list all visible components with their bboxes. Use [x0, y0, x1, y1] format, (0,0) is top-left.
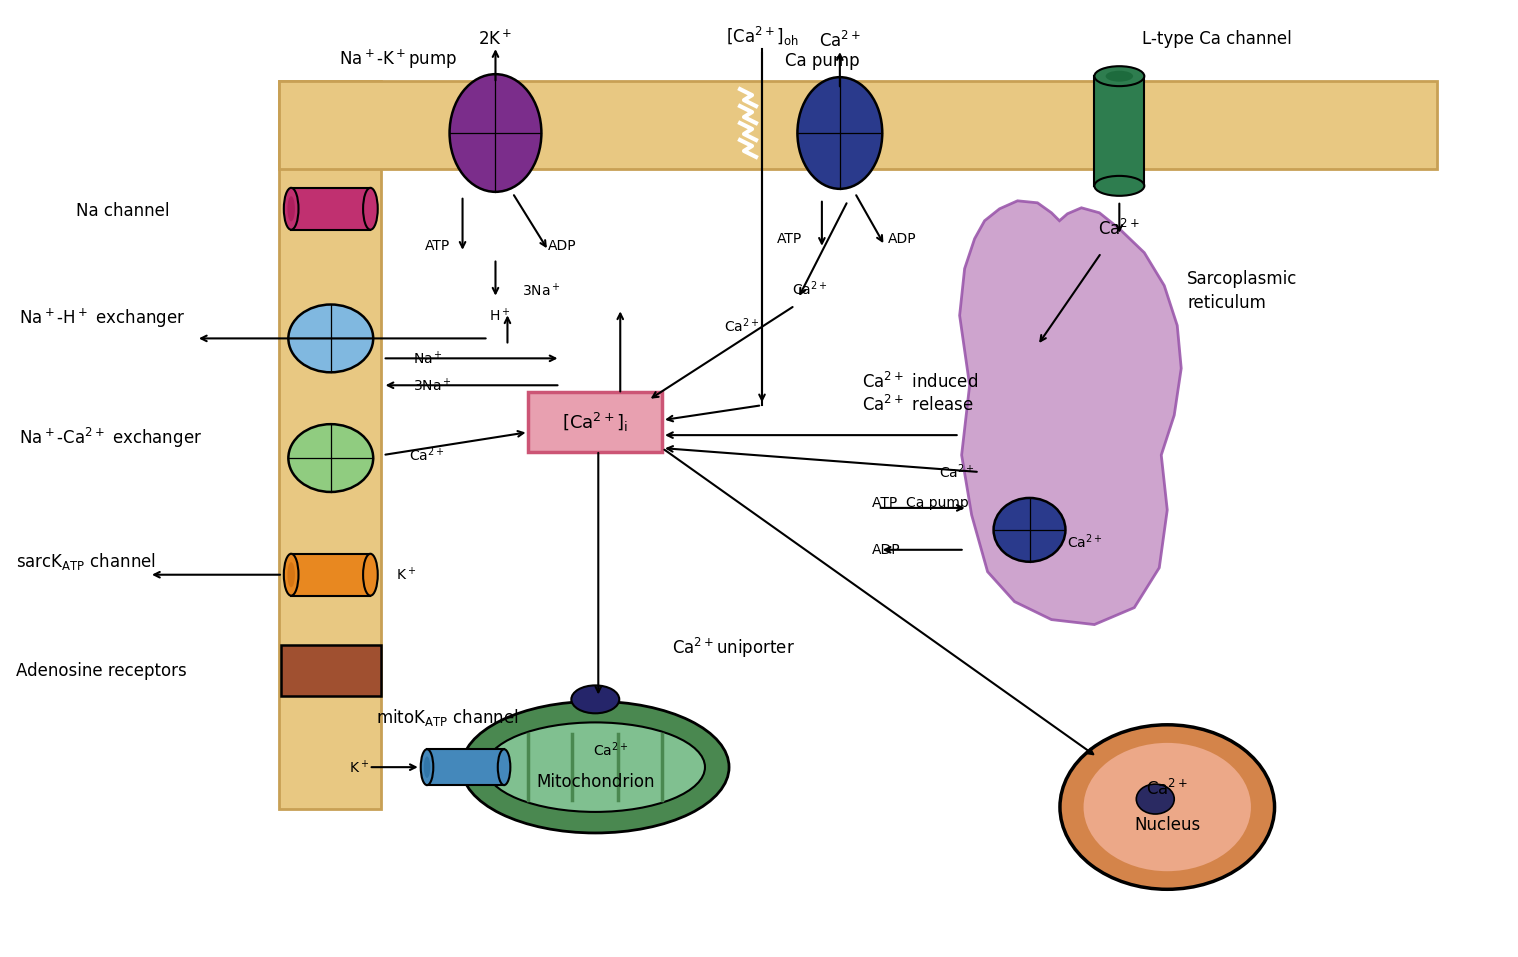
Text: Ca$^{2+}$ induced: Ca$^{2+}$ induced — [862, 372, 978, 392]
Text: Ca$^{2+}$uniporter: Ca$^{2+}$uniporter — [672, 635, 795, 659]
Text: Ca$^{2+}$: Ca$^{2+}$ — [818, 32, 861, 52]
Ellipse shape — [424, 756, 430, 778]
Text: Na$^+$-K$^+$pump: Na$^+$-K$^+$pump — [340, 48, 458, 71]
Text: ATP: ATP — [777, 232, 802, 246]
Text: K$^+$: K$^+$ — [396, 567, 416, 584]
FancyBboxPatch shape — [528, 392, 662, 452]
Text: mitoK$_{\rm ATP}$ channel: mitoK$_{\rm ATP}$ channel — [375, 707, 519, 728]
Ellipse shape — [498, 749, 510, 785]
Text: Na$^+$-H$^+$ exchanger: Na$^+$-H$^+$ exchanger — [20, 307, 185, 330]
Text: Ca$^{2+}$: Ca$^{2+}$ — [1067, 532, 1104, 551]
Text: H$^+$: H$^+$ — [489, 307, 510, 324]
Ellipse shape — [284, 554, 299, 595]
Bar — [291, 188, 370, 230]
Ellipse shape — [1060, 724, 1275, 889]
Ellipse shape — [486, 723, 704, 812]
Text: ADP: ADP — [871, 543, 900, 557]
Ellipse shape — [288, 304, 373, 372]
Ellipse shape — [994, 498, 1066, 562]
Text: 3Na$^+$: 3Na$^+$ — [413, 377, 451, 394]
Ellipse shape — [1105, 71, 1132, 81]
Text: K$^+$: K$^+$ — [349, 759, 369, 776]
Ellipse shape — [449, 75, 542, 191]
Text: ADP: ADP — [548, 238, 577, 253]
Text: Ca pump: Ca pump — [785, 53, 859, 70]
Ellipse shape — [420, 749, 433, 785]
Ellipse shape — [571, 685, 619, 713]
Text: sarcK$_{\rm ATP}$ channel: sarcK$_{\rm ATP}$ channel — [17, 551, 156, 572]
Text: Ca$^{2+}$: Ca$^{2+}$ — [1146, 779, 1189, 799]
Bar — [291, 554, 370, 595]
Text: Adenosine receptors: Adenosine receptors — [17, 662, 187, 680]
Text: Ca$^{2+}$: Ca$^{2+}$ — [940, 463, 975, 481]
Ellipse shape — [287, 562, 294, 588]
Bar — [1094, 77, 1145, 186]
Text: Sarcoplasmic: Sarcoplasmic — [1187, 270, 1298, 288]
Text: ADP: ADP — [888, 232, 917, 246]
Text: [Ca$^{2+}$]$_{\rm i}$: [Ca$^{2+}$]$_{\rm i}$ — [562, 411, 628, 434]
Ellipse shape — [287, 196, 294, 221]
Bar — [281, 644, 381, 697]
Bar — [279, 81, 381, 809]
Text: 2K$^+$: 2K$^+$ — [478, 30, 513, 49]
Text: Na channel: Na channel — [76, 202, 170, 220]
Ellipse shape — [288, 424, 373, 492]
Ellipse shape — [284, 188, 299, 230]
Text: reticulum: reticulum — [1187, 294, 1266, 312]
Ellipse shape — [1094, 66, 1145, 86]
Ellipse shape — [363, 188, 378, 230]
Ellipse shape — [1084, 743, 1251, 871]
Ellipse shape — [363, 554, 378, 595]
Text: Na$^+$-Ca$^{2+}$ exchanger: Na$^+$-Ca$^{2+}$ exchanger — [20, 426, 202, 450]
Text: 3Na$^+$: 3Na$^+$ — [522, 282, 562, 300]
Text: Ca$^{2+}$: Ca$^{2+}$ — [592, 740, 628, 759]
Text: ATP: ATP — [425, 238, 451, 253]
Ellipse shape — [1094, 176, 1145, 196]
Bar — [279, 81, 1436, 168]
Text: [Ca$^{2+}$]$_{\rm oh}$: [Ca$^{2+}$]$_{\rm oh}$ — [726, 25, 798, 48]
Text: L-type Ca channel: L-type Ca channel — [1142, 31, 1292, 48]
Text: Ca$^{2+}$: Ca$^{2+}$ — [408, 446, 445, 464]
Polygon shape — [959, 201, 1181, 625]
Ellipse shape — [1137, 784, 1175, 814]
Bar — [427, 749, 504, 785]
Text: Mitochondrion: Mitochondrion — [536, 773, 654, 791]
Ellipse shape — [797, 78, 882, 189]
Ellipse shape — [461, 701, 729, 833]
Text: Ca$^{2+}$: Ca$^{2+}$ — [1098, 219, 1140, 239]
Text: Ca$^{2+}$: Ca$^{2+}$ — [724, 316, 759, 335]
Text: Ca$^{2+}$ release: Ca$^{2+}$ release — [862, 395, 973, 415]
Text: Ca$^{2+}$: Ca$^{2+}$ — [792, 279, 827, 298]
Text: Nucleus: Nucleus — [1134, 816, 1201, 834]
Text: Na$^+$: Na$^+$ — [413, 349, 443, 367]
Text: ATP  Ca pump: ATP Ca pump — [871, 496, 968, 510]
